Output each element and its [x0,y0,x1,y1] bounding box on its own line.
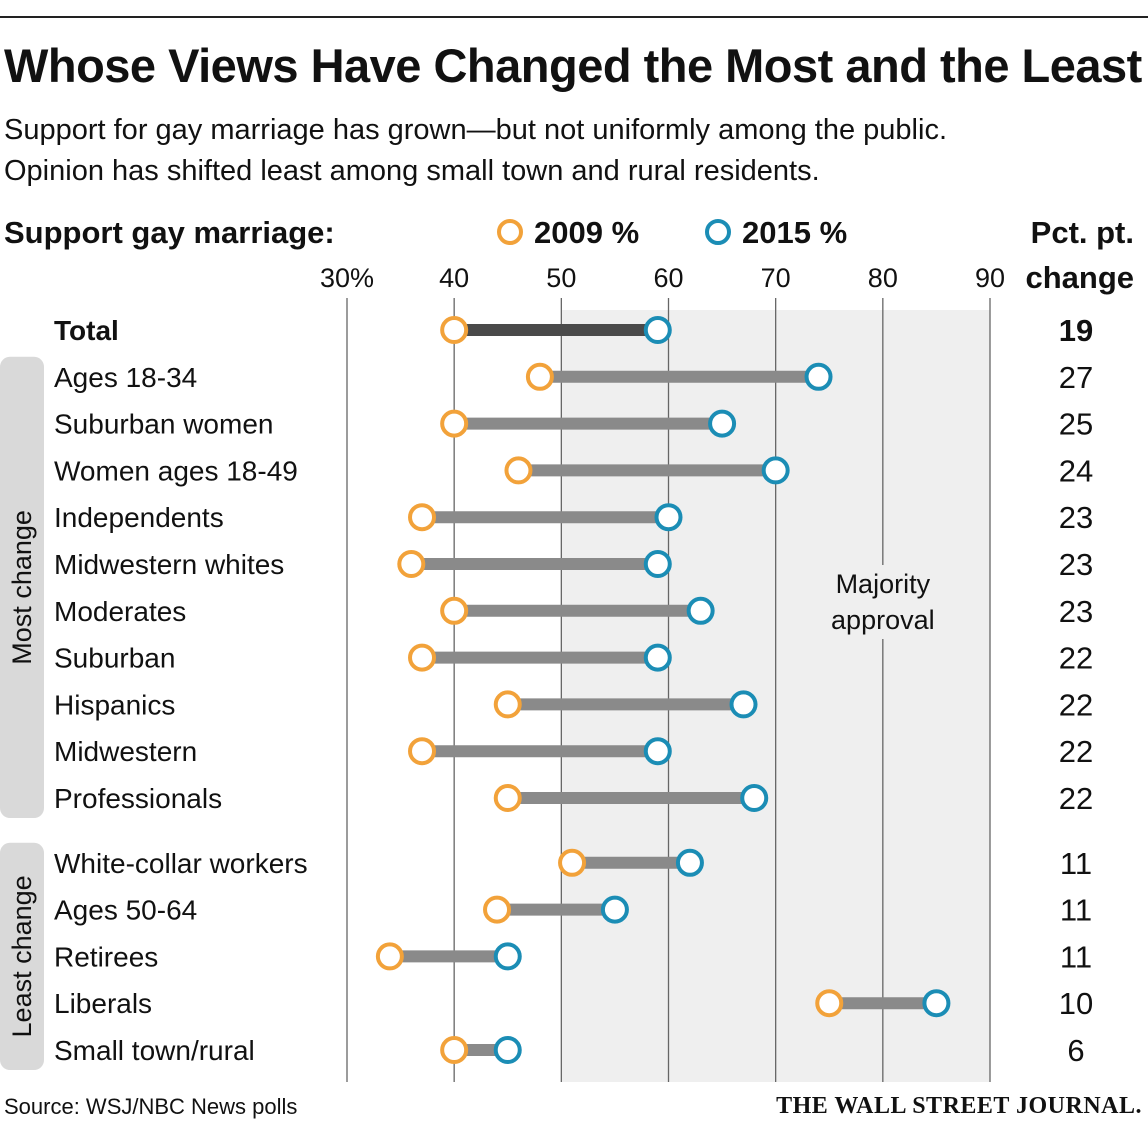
change-value: 23 [1059,594,1093,629]
marker-2009 [440,316,469,344]
row-label: Suburban women [54,409,273,440]
marker-2015 [600,895,629,924]
dumbbell-chart: Majority approval Most change Least change… [0,215,1134,1082]
marker-2009 [525,362,554,391]
marker-2015 [922,989,951,1018]
x-tick-label: 30% [320,263,374,293]
marker-2015 [643,643,672,672]
legend-marker [705,219,731,245]
row-label: Women ages 18-49 [54,455,298,486]
legend-marker [497,219,523,245]
row-label: Midwestern [54,736,197,767]
marker-2015 [643,550,672,578]
group-bracket [0,842,44,1070]
change-value: 22 [1059,687,1093,722]
marker-2015 [804,362,833,391]
change-value: 22 [1059,781,1093,816]
marker-2015 [686,596,715,625]
row-label: Retirees [54,941,158,972]
marker-2009 [440,409,469,438]
change-header: change [1025,260,1134,295]
group-label: Least change [7,875,37,1037]
marker-2009 [397,550,426,578]
marker-2015 [493,942,522,971]
change-value: 23 [1059,547,1093,582]
marker-2015 [761,456,790,485]
marker-2009 [483,895,512,924]
row-label: Small town/rural [54,1035,255,1066]
marker-2009 [440,596,469,625]
subtitle-line: Opinion has shifted least among small to… [4,155,820,187]
marker-2009 [504,456,533,485]
marker-2009 [408,737,437,766]
row-label: Midwestern whites [54,549,284,580]
group-label: Most change [7,510,37,665]
majority-label-bg [820,565,945,639]
legend-label: 2009 % [534,215,639,250]
change-value: 10 [1059,986,1093,1021]
header-label: Support gay marriage: [4,215,335,250]
x-tick-label: 40 [439,263,469,293]
marker-2009 [408,643,437,672]
x-tick-label: 80 [868,263,898,293]
change-value: 25 [1059,407,1093,442]
top-rule [0,16,1148,18]
x-tick-label: 50 [546,263,576,293]
row-label: Moderates [54,596,186,627]
change-value: 11 [1060,846,1092,881]
row-label: Ages 18-34 [54,362,197,393]
publisher-logo: THE WALL STREET JOURNAL. [776,1093,1142,1119]
change-value: 19 [1059,313,1093,348]
x-tick-label: 70 [761,263,791,293]
x-tick-label: 90 [975,263,1005,293]
marker-2009 [493,784,522,812]
marker-2015 [493,1036,522,1064]
subtitle-line: Support for gay marriage has grown—but n… [4,114,947,146]
marker-2009 [558,848,587,877]
row-label: White-collar workers [54,848,308,879]
change-value: 24 [1059,453,1093,488]
row-label: Suburban [54,643,175,674]
marker-2015 [654,503,683,532]
marker-2009 [440,1036,469,1064]
row-label: Independents [54,502,224,533]
majority-label: approval [831,605,935,635]
majority-label: Majority [836,569,931,599]
x-tick-label: 60 [653,263,683,293]
change-value: 6 [1067,1033,1084,1068]
change-value: 23 [1059,500,1093,535]
change-value: 11 [1060,893,1092,928]
legend-label: 2015 % [742,215,847,250]
marker-2015 [729,690,758,719]
chart-subtitle: Support for gay marriage has grown—but n… [4,110,1144,192]
marker-2009 [493,690,522,719]
group-bracket [0,356,44,818]
change-header: Pct. pt. [1031,215,1134,250]
marker-2009 [408,503,437,532]
change-value: 27 [1059,360,1093,395]
marker-2015 [708,409,737,438]
marker-2015 [643,316,672,344]
row-label: Total [54,315,119,346]
source-note: Source: WSJ/NBC News polls [4,1094,298,1119]
marker-2015 [643,737,672,766]
row-label: Professionals [54,783,222,814]
change-value: 22 [1059,734,1093,769]
change-value: 11 [1060,939,1092,974]
chart-title: Whose Views Have Changed the Most and th… [4,39,1142,92]
change-value: 22 [1059,641,1093,676]
row-label: Liberals [54,988,152,1019]
marker-2009 [375,942,404,971]
row-label: Ages 50-64 [54,895,197,926]
marker-2009 [815,989,844,1018]
row-label: Hispanics [54,689,175,720]
marker-2015 [740,784,769,812]
marker-2015 [675,848,704,877]
